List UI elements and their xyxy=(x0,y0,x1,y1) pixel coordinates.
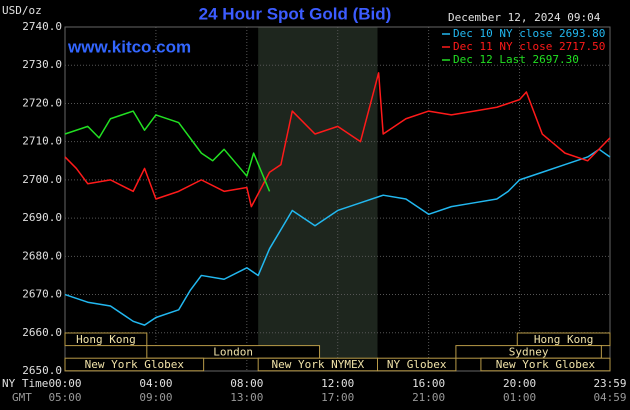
x2-tick-label: 13:00 xyxy=(230,391,263,404)
y-tick-label: 2720.0 xyxy=(22,96,62,109)
y-tick-label: 2650.0 xyxy=(22,364,62,377)
x-tick-label: 20:00 xyxy=(503,377,536,390)
x2-tick-label: 04:59 xyxy=(593,391,626,404)
y-tick-label: 2710.0 xyxy=(22,135,62,148)
x-tick-label: 16:00 xyxy=(412,377,445,390)
x-tick-label: 23:59 xyxy=(593,377,626,390)
legend-entry: Dec 10 NY close 2693.80 xyxy=(453,27,605,40)
y-tick-label: 2690.0 xyxy=(22,211,62,224)
session-label: London xyxy=(213,345,253,358)
y-tick-label: 2740.0 xyxy=(22,20,62,33)
highlight-band xyxy=(258,27,378,371)
session-label: New York Globex xyxy=(496,358,596,371)
x-tick-label: 04:00 xyxy=(139,377,172,390)
y-tick-label: 2730.0 xyxy=(22,58,62,71)
session-box xyxy=(64,332,148,347)
session-box xyxy=(64,357,205,372)
session-label: NY Globex xyxy=(387,358,447,371)
x2-tick-label: 17:00 xyxy=(321,391,354,404)
y-tick-label: 2700.0 xyxy=(22,173,62,186)
session-label: Hong Kong xyxy=(534,333,594,346)
price-line xyxy=(64,110,271,192)
y-tick-label: 2660.0 xyxy=(22,326,62,339)
x-tick-label: 12:00 xyxy=(321,377,354,390)
session-label: New York Globex xyxy=(85,358,185,371)
session-label: Hong Kong xyxy=(76,333,136,346)
session-box xyxy=(146,345,321,359)
session-label: New York NYMEX xyxy=(271,358,364,371)
date-label: December 12, 2024 09:04 xyxy=(448,11,601,24)
session-box xyxy=(480,357,611,372)
price-line xyxy=(64,148,611,326)
x-tick-label: 08:00 xyxy=(230,377,263,390)
source-label: www.kitco.com xyxy=(67,37,191,56)
x2-tick-label: 09:00 xyxy=(139,391,172,404)
session-box xyxy=(377,357,457,372)
session-label: Sydney xyxy=(509,345,549,358)
x2-tick-label: 05:00 xyxy=(48,391,81,404)
y-tick-label: 2680.0 xyxy=(22,249,62,262)
x2-axis-label: GMT xyxy=(12,391,32,404)
legend-entry: Dec 11 NY close 2717.50 xyxy=(453,40,605,53)
price-line xyxy=(64,72,611,208)
legend-entry: Dec 12 Last 2697.30 xyxy=(453,53,579,66)
unit-label: USD/oz xyxy=(2,4,42,17)
x-axis-label: NY Time xyxy=(2,377,48,390)
chart-title: 24 Hour Spot Gold (Bid) xyxy=(199,4,392,23)
x-tick-label: 00:00 xyxy=(48,377,81,390)
y-tick-label: 2670.0 xyxy=(22,288,62,301)
x2-tick-label: 21:00 xyxy=(412,391,445,404)
x2-tick-label: 01:00 xyxy=(503,391,536,404)
